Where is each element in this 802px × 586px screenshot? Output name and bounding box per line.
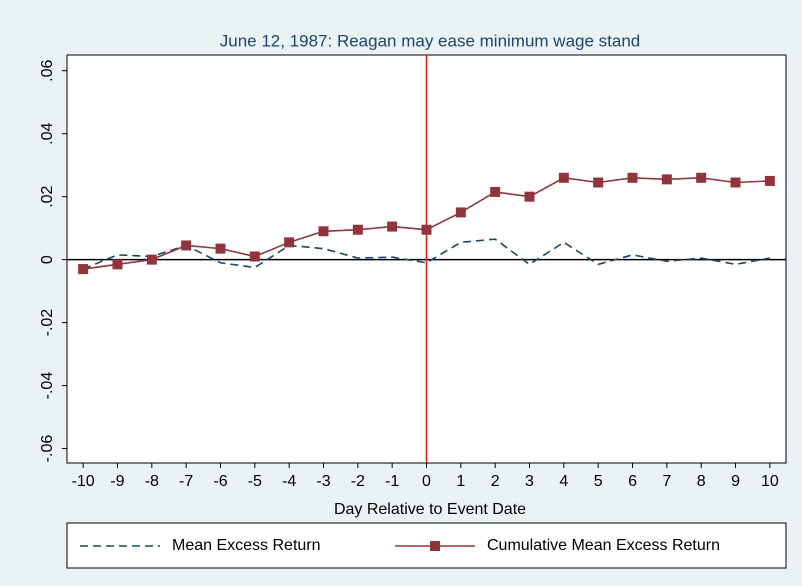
x-tick-label: 6 xyxy=(628,473,637,490)
x-tick-label: 4 xyxy=(559,473,568,490)
y-tick-label: .02 xyxy=(39,185,56,207)
data-point xyxy=(146,254,157,265)
y-tick-label: .04 xyxy=(39,122,56,144)
y-tick-label: -.04 xyxy=(39,372,56,400)
y-tick-label: 0 xyxy=(39,255,56,264)
data-point xyxy=(558,172,569,183)
data-point xyxy=(112,259,123,270)
x-tick-label: 2 xyxy=(491,473,500,490)
legend-marker xyxy=(430,541,440,551)
x-tick-label: 9 xyxy=(731,473,740,490)
data-point xyxy=(387,221,398,232)
x-axis-label: Day Relative to Event Date xyxy=(334,501,526,518)
data-point xyxy=(215,243,226,254)
data-point xyxy=(696,172,707,183)
y-tick-label: -.06 xyxy=(39,435,56,463)
data-point xyxy=(490,186,501,197)
data-point xyxy=(455,207,466,218)
data-point xyxy=(78,264,89,275)
data-point xyxy=(661,174,672,185)
data-point xyxy=(627,172,638,183)
x-tick-label: 8 xyxy=(697,473,706,490)
x-tick-label: -1 xyxy=(385,473,399,490)
x-tick-label: 5 xyxy=(594,473,603,490)
legend-label: Cumulative Mean Excess Return xyxy=(487,537,720,554)
data-point xyxy=(421,224,432,235)
x-tick-label: -7 xyxy=(179,473,193,490)
data-point xyxy=(764,175,775,186)
series-line xyxy=(82,238,771,270)
x-tick-label: 7 xyxy=(662,473,671,490)
data-point xyxy=(352,224,363,235)
x-tick-label: 1 xyxy=(456,473,465,490)
x-tick-label: 10 xyxy=(761,473,779,490)
x-tick-label: -2 xyxy=(351,473,365,490)
legend-label: Mean Excess Return xyxy=(172,537,321,554)
y-tick-label: .06 xyxy=(39,60,56,82)
data-point xyxy=(318,226,329,237)
x-tick-label: -4 xyxy=(282,473,296,490)
x-tick-label: -10 xyxy=(72,473,95,490)
x-tick-label: -5 xyxy=(248,473,262,490)
x-tick-label: -3 xyxy=(316,473,330,490)
data-point xyxy=(181,240,192,251)
x-tick-label: -6 xyxy=(213,473,227,490)
data-point xyxy=(730,177,741,188)
x-tick-label: 0 xyxy=(422,473,431,490)
chart-title: June 12, 1987: Reagan may ease minimum w… xyxy=(220,31,641,50)
y-tick-label: -.02 xyxy=(39,309,56,337)
x-tick-label: -8 xyxy=(145,473,159,490)
data-point xyxy=(524,191,535,202)
data-point xyxy=(284,237,295,248)
data-point xyxy=(593,177,604,188)
data-point xyxy=(249,251,260,262)
x-tick-label: -9 xyxy=(110,473,124,490)
x-tick-label: 3 xyxy=(525,473,534,490)
